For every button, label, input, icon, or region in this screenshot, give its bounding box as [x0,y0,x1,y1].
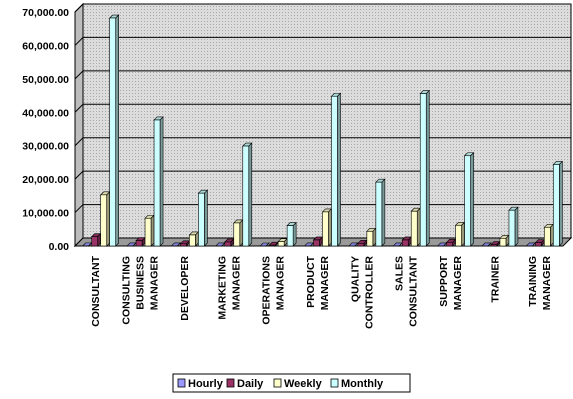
bar-daily [357,239,368,247]
x-tick-label: DEVELOPER [179,256,191,321]
side-wall [74,2,84,248]
bar-weekly [144,214,155,247]
bar-daily [445,238,457,247]
legend-label: Daily [237,378,264,390]
y-tick-label: 0.00 [49,241,70,253]
legend-label: Hourly [188,378,224,390]
gridline [74,170,571,180]
y-tick-label: 50,000.00 [22,74,69,86]
bar-monthly [419,89,430,247]
bar-hourly [170,242,182,247]
y-tick-label: 10,000.00 [22,208,69,220]
bar-weekly [233,219,244,247]
bar-monthly [286,221,297,247]
gridline [74,103,571,113]
x-tick-label: SALES CONSULTANT [394,255,420,326]
gridline [74,137,571,147]
bar-weekly [366,227,377,247]
legend-swatch [330,378,339,388]
bar-monthly [242,142,253,247]
bar-monthly [197,189,209,247]
bar-weekly [499,234,510,247]
x-tick-label: TRAINER [489,256,501,303]
x-tick-label: OPERATIONS MANAGER [261,256,287,325]
y-tick-label: 20,000.00 [22,174,69,186]
legend-swatch [273,378,282,388]
legend-label: Weekly [284,378,323,390]
plot-area [73,2,573,248]
gridline [74,36,571,46]
x-tick-label: CONSULTANT [90,255,102,326]
x-tick-label: CONSULTING BUSINESS MANAGER [121,256,161,325]
bar-monthly [108,14,120,247]
x-tick-label: SUPPORT MANAGER [438,255,464,310]
bar-weekly [321,208,333,247]
gridline [74,204,571,213]
bar-weekly [454,221,466,247]
bar-monthly [552,160,564,247]
bar-weekly [188,231,200,247]
bar-daily [490,240,501,247]
y-tick-label: 60,000.00 [22,40,69,52]
x-tick-label: PRODUCT MANAGER [305,255,331,310]
x-tick-label: TRAINING MANAGER [527,256,553,311]
bar-daily [135,236,146,247]
y-tick-label: 70,000.00 [22,7,69,19]
bar-daily [312,236,324,247]
y-tick-label: 30,000.00 [22,141,69,153]
gridline [74,70,571,80]
legend-swatch [177,378,186,388]
bar-weekly [410,207,421,247]
gridline [74,3,571,13]
bar-monthly [153,116,164,247]
bars [81,14,564,247]
legend-box [172,373,411,393]
y-tick-label: 40,000.00 [22,107,69,119]
bar-hourly [259,242,270,247]
bar-daily [534,238,546,247]
bar-daily [401,236,412,247]
x-tick-label: QUALITY CONTROLLER [349,256,375,329]
legend-swatch [226,378,235,388]
bar-monthly [330,92,342,247]
back-wall [82,3,572,239]
bar-monthly [375,178,386,247]
bar-daily [90,232,102,247]
bar-weekly [543,223,555,247]
legend: Hourly Daily Weekly Monthly [172,373,411,393]
legend-label: Monthly [341,378,384,390]
x-tick-label: MARKETING MANAGER [216,256,242,320]
bar-weekly [99,191,111,247]
bar-hourly [126,242,137,247]
bar-hourly [303,242,315,247]
bar-monthly [508,206,519,247]
bar-hourly [481,242,492,247]
x-axis-labels: CONSULTANT CONSULTING BUSINESS MANAGER DEVEL… [90,255,553,329]
bar-monthly [463,152,475,247]
